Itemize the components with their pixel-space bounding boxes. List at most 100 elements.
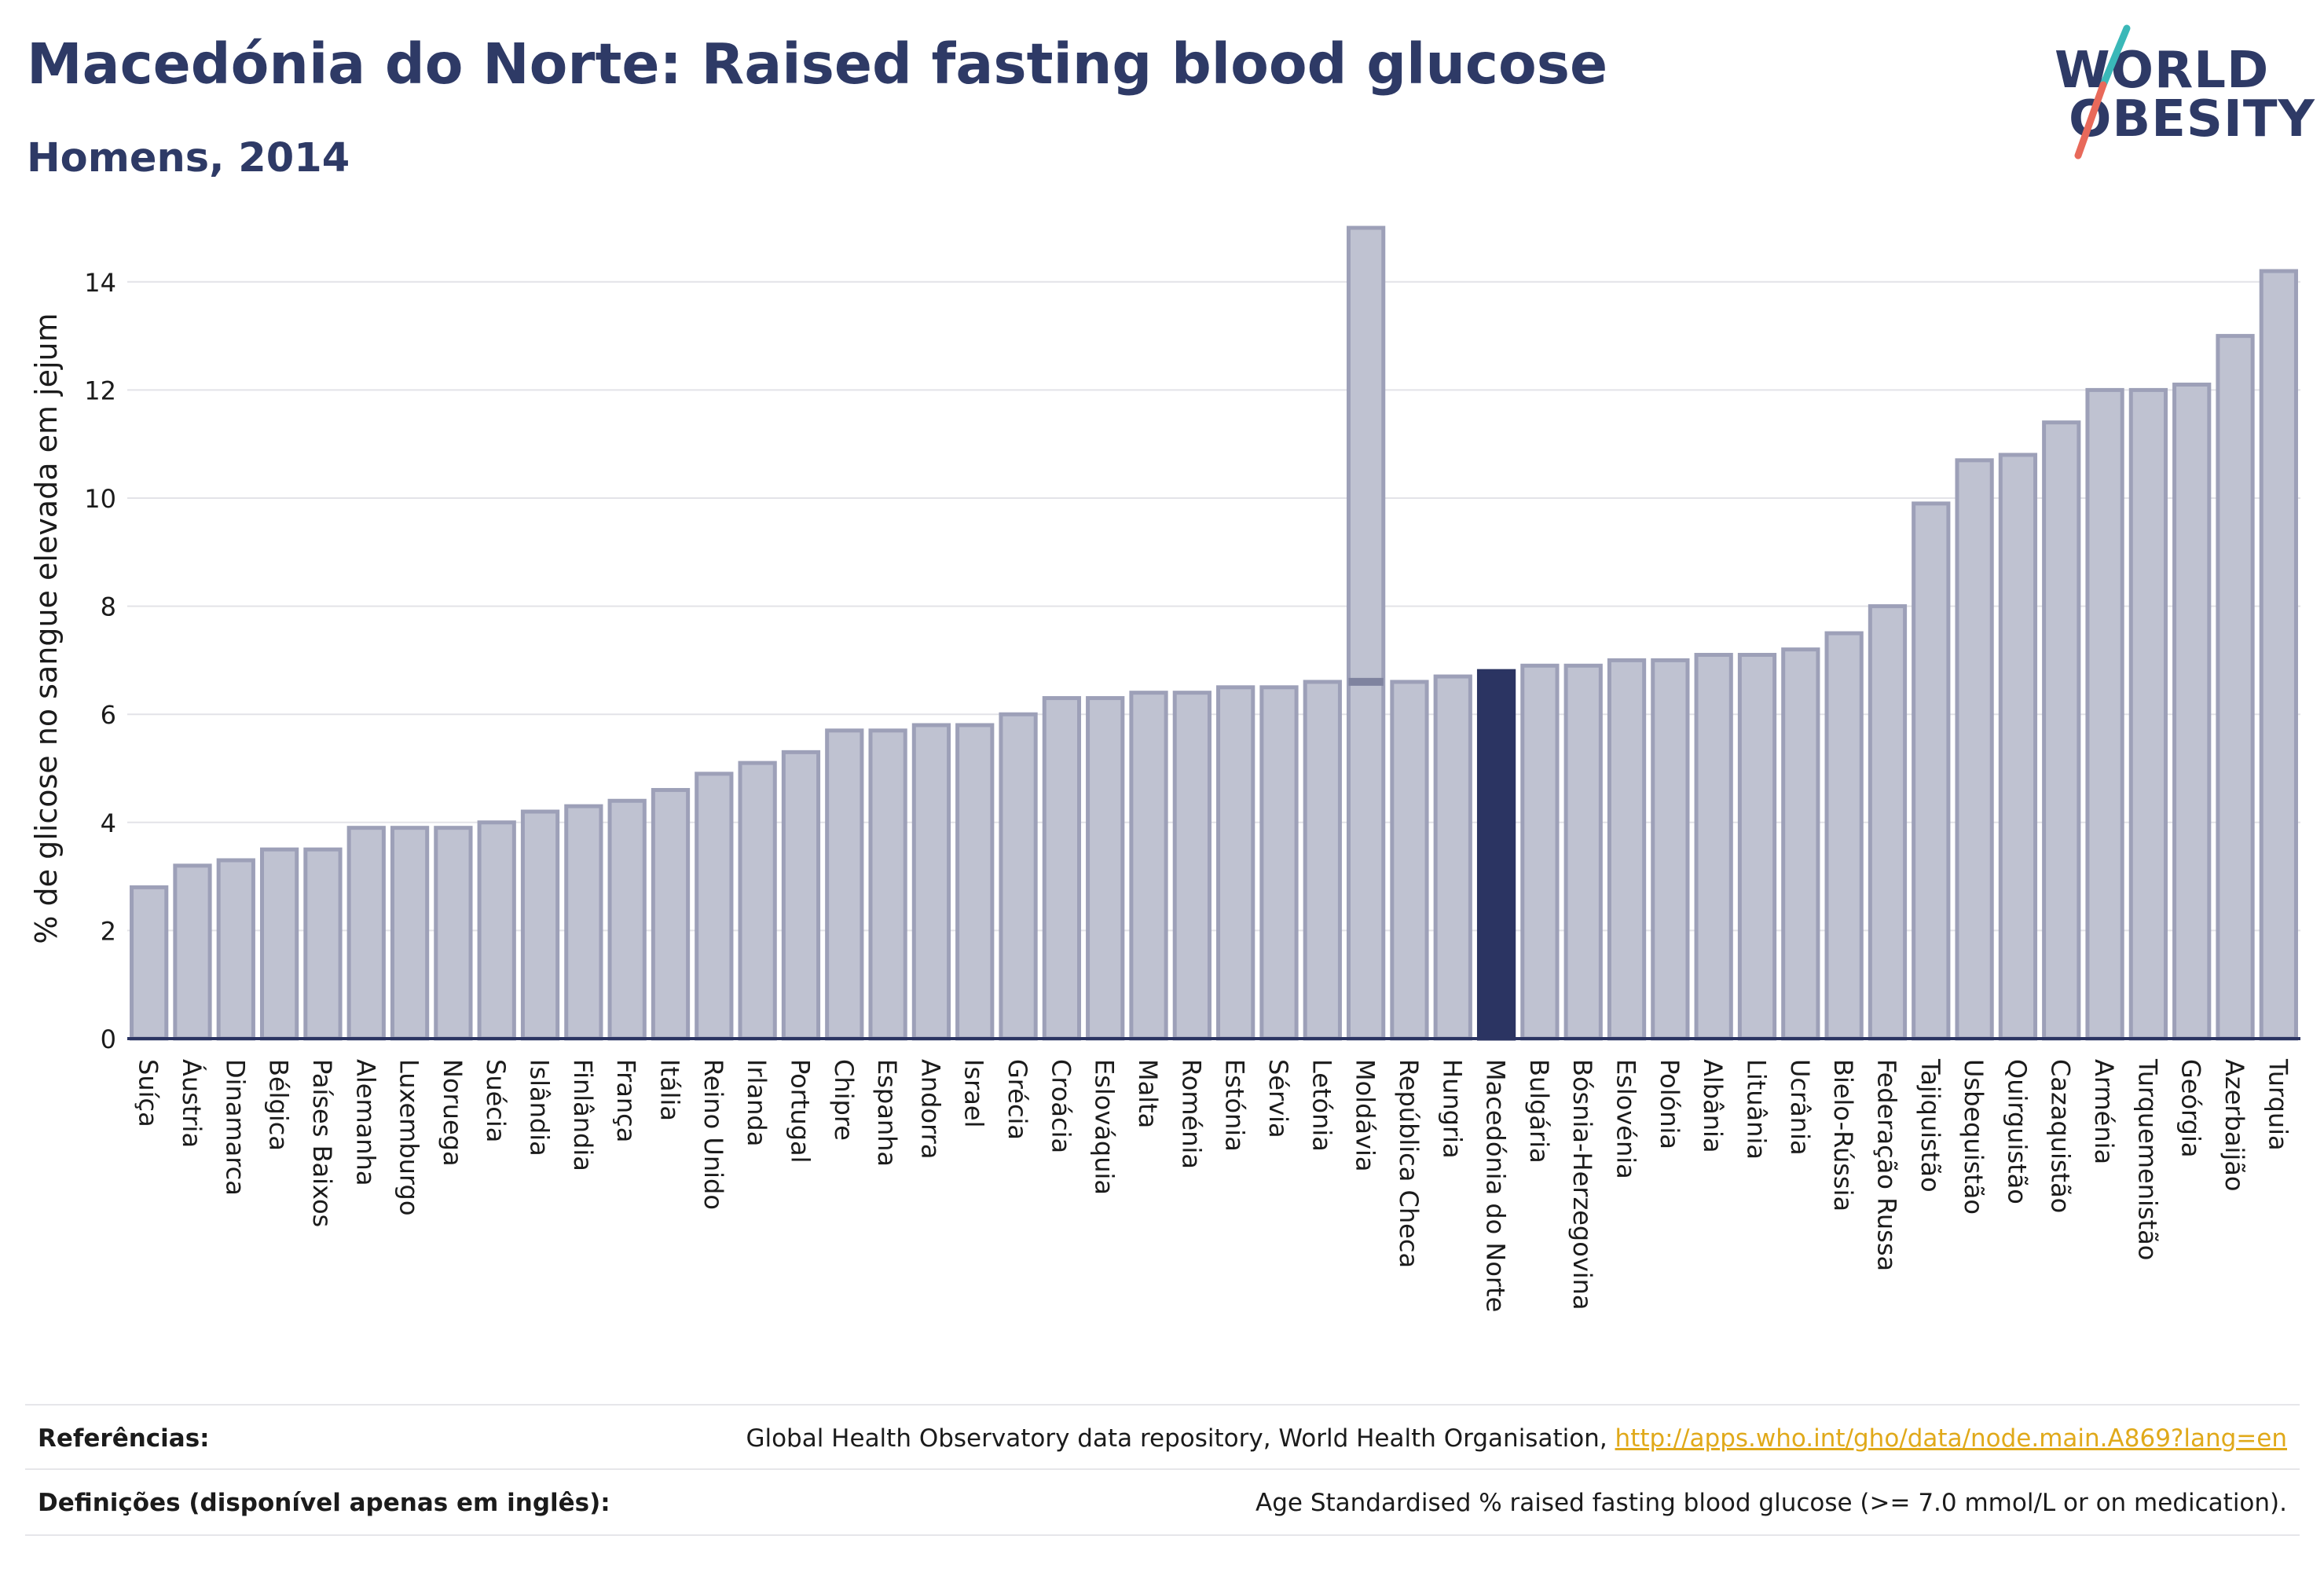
x-tick-label: Turquia <box>2263 1058 2293 1151</box>
bar <box>955 723 995 1041</box>
x-tick-label: Noruega <box>438 1059 467 1167</box>
x-tick-label: Arménia <box>2089 1059 2119 1164</box>
bar <box>1042 696 1082 1041</box>
x-tick-label: Federação Russa <box>1871 1059 1901 1271</box>
x-tick-label: Bélgica <box>264 1059 294 1151</box>
bar <box>1433 674 1472 1041</box>
bar <box>999 712 1038 1041</box>
x-tick-label: Moldávia <box>1351 1059 1380 1171</box>
x-tick-label: Itália <box>655 1059 685 1121</box>
x-tick-label: Alemanha <box>350 1059 380 1186</box>
x-tick-label: Áustria <box>177 1059 207 1148</box>
definitions-label: Definições (disponível apenas em inglês)… <box>38 1489 610 1517</box>
bar <box>911 723 951 1041</box>
chart-subtitle: Homens, 2014 <box>27 135 350 181</box>
bar <box>1607 658 1647 1041</box>
x-tick-label: Sérvia <box>1263 1059 1293 1138</box>
x-tick-label: Bielo-Rússia <box>1828 1059 1858 1211</box>
bar <box>2085 387 2124 1041</box>
x-tick-label: Espanha <box>872 1059 902 1167</box>
x-tick-label: Suécia <box>481 1059 511 1142</box>
bar <box>1216 685 1255 1041</box>
x-tick-label: Países Baixos <box>307 1059 337 1227</box>
bar <box>1172 691 1211 1041</box>
definitions-value: Age Standardised % raised fasting blood … <box>1255 1489 2287 1517</box>
bar <box>390 826 430 1041</box>
definitions-row: Definições (disponível apenas em inglês)… <box>25 1468 2300 1536</box>
bar <box>346 826 386 1041</box>
bar <box>1259 685 1299 1041</box>
bar <box>2042 420 2081 1041</box>
bar <box>1868 604 1908 1041</box>
references-text: Global Health Observatory data repositor… <box>746 1424 1615 1453</box>
y-tick-label: 0 <box>101 1024 116 1054</box>
y-tick-label: 6 <box>101 700 116 730</box>
bar <box>520 809 560 1041</box>
bar <box>1520 663 1560 1041</box>
bar <box>564 804 603 1041</box>
bar <box>2259 269 2298 1041</box>
y-tick-label: 2 <box>101 916 116 946</box>
x-tick-label: França <box>611 1059 641 1142</box>
x-tick-label: Irlanda <box>742 1059 772 1146</box>
bar <box>695 772 734 1041</box>
y-axis-label: % de glicose no sangue elevada em jejum <box>29 313 64 944</box>
x-tick-label: Finlândia <box>568 1059 598 1171</box>
bar <box>738 761 777 1041</box>
x-tick-label: Israel <box>959 1059 989 1127</box>
x-tick-label: Andorra <box>915 1059 945 1159</box>
references-link[interactable]: http://apps.who.int/gho/data/node.main.A… <box>1615 1424 2287 1453</box>
x-tick-label: Albânia <box>1698 1059 1728 1153</box>
x-tick-label: Portugal <box>785 1059 815 1164</box>
references-value: Global Health Observatory data repositor… <box>746 1424 2287 1453</box>
bar <box>130 885 169 1041</box>
logo-line1: WORLD <box>2055 42 2270 100</box>
references-row: Referências: Global Health Observatory d… <box>25 1404 2300 1470</box>
x-tick-label: Hungria <box>1437 1059 1467 1159</box>
y-tick-label: 12 <box>84 376 116 405</box>
y-tick-label: 14 <box>84 268 116 298</box>
x-tick-label: Malta <box>1133 1059 1163 1128</box>
x-tick-label: Cazaquistão <box>2046 1059 2076 1213</box>
bar <box>1303 680 1342 1041</box>
y-tick-label: 10 <box>84 484 116 514</box>
bar <box>477 820 516 1041</box>
x-tick-label: Estónia <box>1220 1059 1250 1152</box>
bar <box>651 788 691 1041</box>
x-tick-label: Dinamarca <box>220 1059 250 1196</box>
x-tick-label: Reino Unido <box>698 1059 728 1210</box>
x-tick-label: Polónia <box>1655 1059 1684 1149</box>
bar <box>1824 631 1864 1041</box>
bar <box>781 750 821 1041</box>
x-tick-label: Turquemenistão <box>2132 1058 2162 1260</box>
bar <box>607 798 647 1041</box>
x-tick-label: Bulgária <box>1524 1059 1554 1164</box>
bar <box>1129 691 1168 1041</box>
x-tick-label: Chipre <box>829 1059 859 1141</box>
world-obesity-logo: WORLD OBESITY <box>2055 22 2315 163</box>
bar-highlight <box>1476 669 1516 1041</box>
y-tick-label: 8 <box>101 592 116 622</box>
x-tick-label: Luxemburgo <box>394 1059 424 1215</box>
logo-line2: OBESITY <box>2069 90 2315 148</box>
x-tick-label: Ucrânia <box>1785 1059 1815 1156</box>
bar <box>1694 653 1733 1041</box>
x-tick-label: Grécia <box>1003 1059 1032 1140</box>
x-tick-label: Roménia <box>1176 1059 1206 1169</box>
bar <box>259 847 299 1041</box>
x-tick-label: Croácia <box>1046 1059 1076 1153</box>
bar <box>1086 696 1125 1041</box>
bar <box>1737 653 1777 1041</box>
references-label: Referências: <box>38 1424 210 1453</box>
bar <box>1563 663 1603 1041</box>
bar <box>868 728 907 1041</box>
x-tick-label: Lituânia <box>1742 1059 1772 1160</box>
x-tick-label: Eslovénia <box>1611 1059 1641 1179</box>
x-tick-label: Macedónia do Norte <box>1481 1059 1511 1312</box>
bar <box>825 728 864 1041</box>
x-tick-label: Eslováquia <box>1090 1059 1120 1195</box>
bar <box>2216 334 2255 1041</box>
x-tick-label: Bósnia-Herzegovina <box>1567 1059 1597 1310</box>
bar <box>2128 387 2168 1041</box>
y-tick-label: 4 <box>101 808 116 838</box>
